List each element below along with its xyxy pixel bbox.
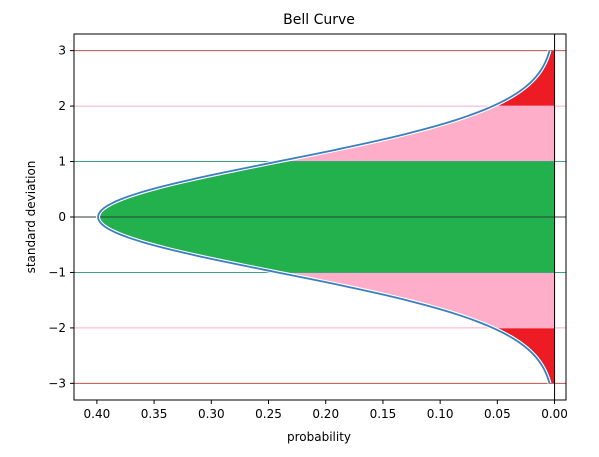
y-tick-label-4: −1 xyxy=(48,265,66,279)
y-tick-label-2: 1 xyxy=(58,155,66,169)
x-tick-label-8: 0.00 xyxy=(541,407,568,421)
y-axis-title: standard deviation xyxy=(24,161,38,274)
plot-area xyxy=(74,34,566,400)
x-tick-label-1: 0.35 xyxy=(141,407,168,421)
x-tick-label-4: 0.20 xyxy=(312,407,339,421)
x-tick-label-3: 0.25 xyxy=(255,407,282,421)
y-tick-label-3: 0 xyxy=(58,210,66,224)
curve-layer xyxy=(96,50,552,384)
x-tick-label-5: 0.15 xyxy=(370,407,397,421)
y-tick-label-1: 2 xyxy=(58,99,66,113)
x-tick-label-2: 0.30 xyxy=(198,407,225,421)
x-axis: 0.40 0.35 0.30 0.25 0.20 0.15 0.10 0.05 0.00 xyxy=(84,400,568,421)
y-tick-label-0: 3 xyxy=(58,44,66,58)
chart-title: Bell Curve xyxy=(283,12,355,28)
bell-curve-line xyxy=(97,50,551,384)
y-tick-label-6: −3 xyxy=(48,376,66,390)
x-tick-label-0: 0.40 xyxy=(84,407,111,421)
x-tick-label-6: 0.10 xyxy=(427,407,454,421)
y-axis: 3 2 1 0 −1 −2 −3 xyxy=(48,44,74,390)
hlines-layer xyxy=(74,50,566,384)
x-axis-title: probability xyxy=(287,430,351,444)
x-tick-label-7: 0.05 xyxy=(484,407,511,421)
y-tick-label-5: −2 xyxy=(48,321,66,335)
